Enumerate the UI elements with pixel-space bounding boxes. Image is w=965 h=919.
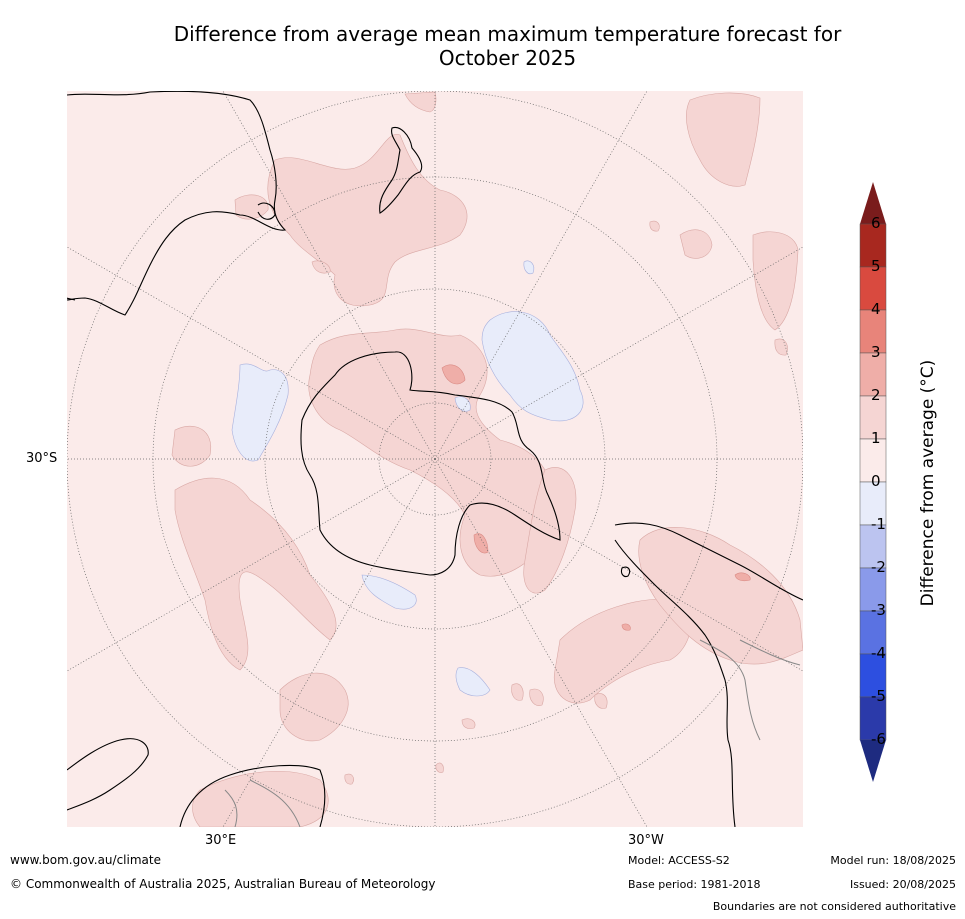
colorbar-tick-label: -5 (871, 687, 886, 705)
colorbar-tick-label: 3 (871, 343, 881, 361)
copyright-text: © Commonwealth of Australia 2025, Austra… (10, 877, 436, 891)
colorbar-tick-label: 1 (871, 429, 881, 447)
colorbar-tick-label: -3 (871, 601, 886, 619)
madagascar-coast (67, 297, 76, 301)
new-zealand-coast (379, 126, 423, 214)
colorbar-tick-label: 0 (871, 472, 881, 490)
colorbar-tick-label: 5 (871, 257, 881, 275)
model-text: Model: ACCESS-S2 (628, 854, 730, 867)
tasmania-coast (257, 202, 276, 220)
boundaries (224, 639, 801, 827)
south-america-coast (614, 522, 803, 827)
model-run-text: Model run: 18/08/2025 (830, 854, 956, 867)
map-title: Difference from average mean maximum tem… (60, 22, 955, 70)
warm-anomaly-areas (171, 91, 803, 827)
longitude-label-30e: 30°E (205, 833, 237, 848)
title-line-1: Difference from average mean maximum tem… (173, 22, 842, 46)
base-period-text: Base period: 1981-2018 (628, 878, 761, 891)
colorbar-tick-label: 4 (871, 300, 881, 318)
colorbar-extend-bottom (860, 740, 886, 782)
colorbar-tick-label: 6 (871, 214, 881, 232)
colorbar-segment (859, 567, 887, 612)
colorbar-segment (859, 352, 887, 397)
colorbar-tick-label: -1 (871, 515, 886, 533)
australia-coast (67, 91, 287, 316)
colorbar-extend-top (860, 182, 886, 224)
colorbar-segment (859, 610, 887, 655)
africa-coast (67, 738, 326, 827)
disclaimer-text: Boundaries are not considered authoritat… (712, 900, 956, 913)
warm-anomaly-areas-strong (441, 364, 751, 631)
website-text: www.bom.gov.au/climate (10, 853, 161, 867)
colorbar-segment (859, 395, 887, 440)
colorbar-title: Difference from average (°C) (918, 359, 938, 607)
colorbar-tick-label: -2 (871, 558, 886, 576)
antarctica-coast (300, 351, 561, 576)
colorbar-tick-label: -6 (871, 730, 886, 748)
graticule (67, 91, 803, 827)
latitude-label-30s: 30°S (26, 451, 58, 466)
colorbar-tick-label: 2 (871, 386, 881, 404)
cool-anomaly-areas (231, 260, 584, 697)
colorbar-segment (859, 438, 887, 483)
colorbar-segment (859, 696, 887, 741)
colorbar-segment (859, 223, 887, 268)
colorbar (859, 182, 887, 782)
issued-text: Issued: 20/08/2025 (849, 878, 956, 891)
longitude-label-30w: 30°W (628, 833, 664, 848)
falklands-coast (620, 566, 631, 578)
title-line-2: October 2025 (438, 46, 577, 70)
coastlines (67, 91, 803, 827)
colorbar-tick-label: -4 (871, 644, 886, 662)
